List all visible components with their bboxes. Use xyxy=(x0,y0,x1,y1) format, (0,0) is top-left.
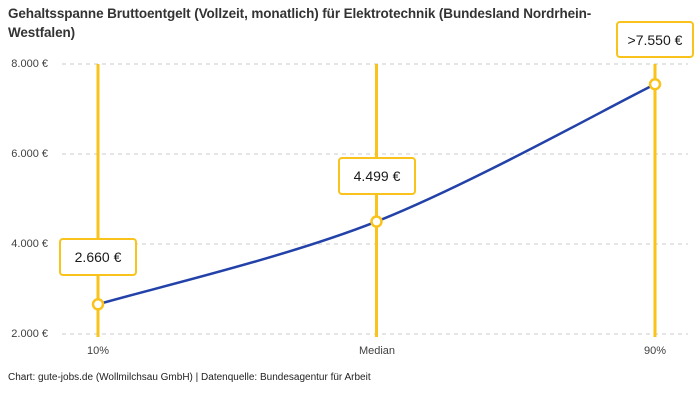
x-tick-median: Median xyxy=(358,345,396,357)
y-tick-6000: 6.000 € xyxy=(11,148,48,160)
y-tick-2000: 2.000 € xyxy=(11,328,48,340)
y-tick-8000: 8.000 € xyxy=(11,58,48,70)
y-tick-4000: 4.000 € xyxy=(11,238,48,250)
value-label-p10: 2.660 € xyxy=(59,238,137,276)
value-label-median: 4.499 € xyxy=(338,157,416,195)
value-label-p90: >7.550 € xyxy=(616,21,694,58)
chart-attribution: Chart: gute-jobs.de (Wollmilchsau GmbH) … xyxy=(8,372,371,383)
chart-title: Gehaltsspanne Bruttoentgelt (Vollzeit, m… xyxy=(8,6,592,40)
x-tick-90percent: 90% xyxy=(643,345,667,357)
x-tick-10percent: 10% xyxy=(86,345,110,357)
